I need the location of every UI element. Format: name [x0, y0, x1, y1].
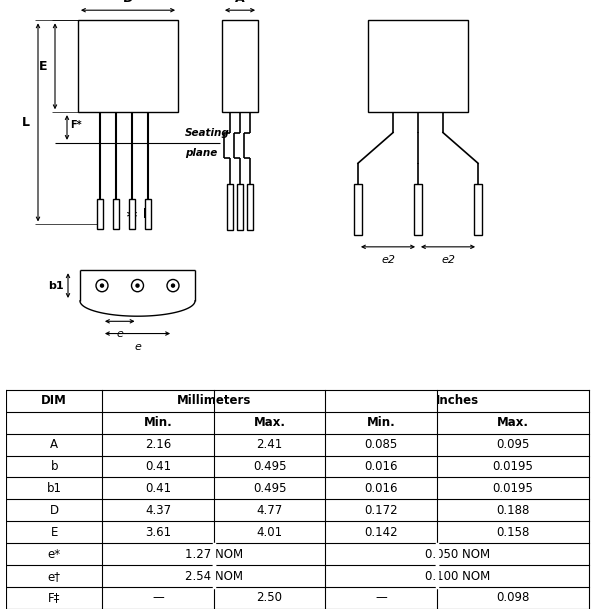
Text: e2: e2: [441, 255, 455, 265]
Text: E: E: [50, 526, 58, 539]
Text: 0.41: 0.41: [145, 482, 171, 495]
Circle shape: [101, 284, 104, 287]
Bar: [414, 184, 422, 234]
Text: e2: e2: [381, 255, 395, 265]
Text: Max.: Max.: [497, 416, 529, 429]
Text: 2.54 NOM: 2.54 NOM: [185, 570, 243, 583]
Text: 0.158: 0.158: [496, 526, 530, 539]
Bar: [368, 20, 468, 112]
Text: 0.100 NOM: 0.100 NOM: [425, 570, 490, 583]
Text: 0.172: 0.172: [364, 504, 398, 517]
Bar: [237, 184, 243, 230]
Text: D: D: [123, 0, 133, 5]
Text: 3.61: 3.61: [145, 526, 171, 539]
Bar: [78, 20, 178, 112]
Text: e†: e†: [47, 570, 61, 583]
Text: D: D: [50, 504, 59, 517]
Bar: [222, 20, 258, 112]
Bar: [97, 199, 103, 230]
Text: 0.495: 0.495: [253, 460, 286, 473]
Text: b: b: [50, 460, 58, 473]
Text: 0.095: 0.095: [496, 438, 530, 451]
Text: 2.50: 2.50: [257, 591, 283, 605]
Bar: [113, 199, 119, 230]
Text: 2.41: 2.41: [256, 438, 283, 451]
Text: —: —: [152, 591, 164, 605]
Text: e: e: [134, 341, 141, 352]
Bar: [145, 199, 151, 230]
Text: A: A: [235, 0, 245, 5]
Text: E: E: [38, 60, 47, 73]
Bar: [247, 184, 253, 230]
Text: b: b: [143, 207, 152, 221]
Bar: [227, 184, 233, 230]
Bar: [474, 184, 482, 234]
Text: 4.37: 4.37: [145, 504, 171, 517]
Text: 0.016: 0.016: [364, 460, 398, 473]
Text: Max.: Max.: [254, 416, 286, 429]
Text: b1: b1: [49, 280, 64, 291]
Text: L: L: [22, 116, 30, 129]
Text: Min.: Min.: [367, 416, 395, 429]
Bar: [129, 199, 135, 230]
Text: e: e: [116, 329, 123, 340]
Text: 0.41: 0.41: [145, 460, 171, 473]
Text: 0.050 NOM: 0.050 NOM: [425, 548, 490, 561]
Text: A: A: [50, 438, 58, 451]
Text: Seating: Seating: [185, 128, 230, 138]
Text: 4.01: 4.01: [257, 526, 283, 539]
Text: 2.16: 2.16: [145, 438, 171, 451]
Text: F‡: F‡: [48, 591, 61, 605]
Text: b1: b1: [47, 482, 62, 495]
Circle shape: [136, 284, 139, 287]
Text: 0.016: 0.016: [364, 482, 398, 495]
Text: 0.188: 0.188: [496, 504, 530, 517]
Text: 0.085: 0.085: [364, 438, 398, 451]
Text: 4.77: 4.77: [256, 504, 283, 517]
Text: 0.142: 0.142: [364, 526, 398, 539]
Text: DIM: DIM: [41, 394, 67, 407]
Text: Inches: Inches: [436, 394, 479, 407]
Text: F*: F*: [70, 121, 82, 130]
Text: Min.: Min.: [143, 416, 172, 429]
Text: —: —: [375, 591, 387, 605]
Text: e*: e*: [47, 548, 61, 561]
Text: 0.098: 0.098: [496, 591, 530, 605]
Text: Millimeters: Millimeters: [176, 394, 251, 407]
Text: plane: plane: [185, 148, 217, 158]
Text: 0.0195: 0.0195: [493, 460, 533, 473]
Bar: [354, 184, 362, 234]
Circle shape: [172, 284, 175, 287]
Text: 0.0195: 0.0195: [493, 482, 533, 495]
Text: 0.495: 0.495: [253, 482, 286, 495]
Text: 1.27 NOM: 1.27 NOM: [185, 548, 243, 561]
